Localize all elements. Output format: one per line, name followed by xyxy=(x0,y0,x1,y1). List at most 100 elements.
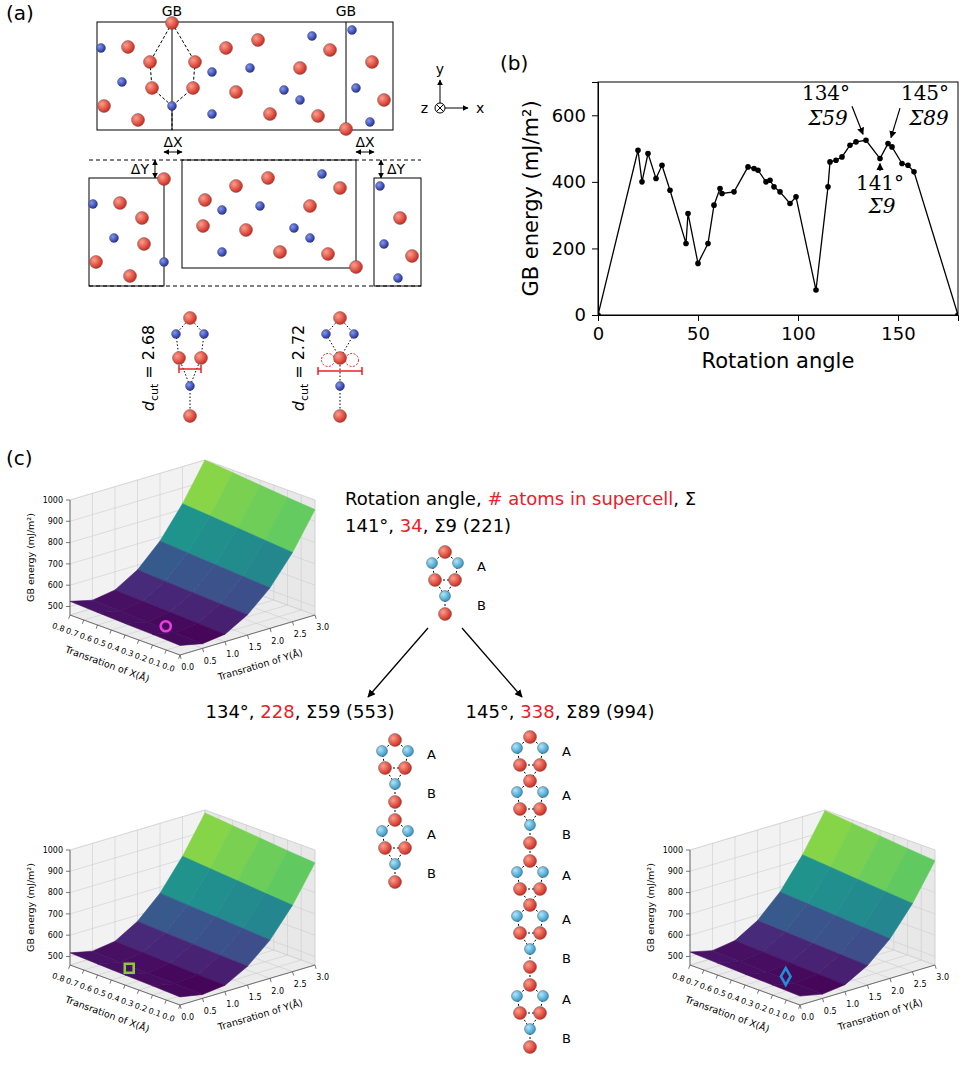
y-tick-label: 3.0 xyxy=(316,623,329,632)
cyan-atom xyxy=(512,911,523,922)
red-atom xyxy=(340,123,353,136)
x-tick-label: 0.4 xyxy=(106,991,121,1004)
y-axis-title: GB energy (mJ/m²) xyxy=(519,100,543,296)
surface-marks xyxy=(70,813,315,997)
x-tick-label: 0.3 xyxy=(120,646,135,659)
panes xyxy=(70,460,315,655)
x-tick-mark xyxy=(110,980,111,984)
x-tick-mark xyxy=(124,635,125,639)
data-point xyxy=(683,241,689,247)
annotation-arrow xyxy=(879,164,880,172)
data-point xyxy=(717,186,723,192)
z-axis-title: GB energy (mJ/m²) xyxy=(25,513,36,602)
gb-structure-unit xyxy=(150,23,195,130)
red-atom xyxy=(146,82,159,95)
y-tick-label: 3.0 xyxy=(316,973,329,982)
z-tick-label: 800 xyxy=(48,888,63,897)
stack-labels: AB xyxy=(477,559,486,613)
panel-a: (a)GBGBΔXΔXΔYΔYyxzdcut=2.68dcut=2.72 xyxy=(6,1,484,423)
z-tick-mark xyxy=(66,500,70,501)
z-tick-label: 500 xyxy=(48,952,63,961)
y-axis-title: Transration of Y(Å) xyxy=(836,997,924,1033)
data-point xyxy=(813,287,819,293)
x-tick-mark xyxy=(730,980,731,984)
shift-y-label: ΔY xyxy=(387,161,406,177)
surface-patch xyxy=(718,962,768,975)
x-axis-tick-mark xyxy=(898,315,899,321)
red-atom xyxy=(514,759,527,772)
x-axis-tick: 50 xyxy=(687,315,710,344)
annotation-sigma: Σ89 xyxy=(908,106,949,130)
stack-label: A xyxy=(477,559,486,574)
y-axis-tick: 200 xyxy=(552,238,598,259)
z-tick-label: 700 xyxy=(48,910,63,919)
x-axis-tick-mark xyxy=(798,315,799,321)
shift-x-arrow xyxy=(356,152,374,153)
x-tick-label: 0.4 xyxy=(106,641,121,654)
y-tick-label: 2.5 xyxy=(294,630,307,639)
red-atom xyxy=(399,842,412,855)
stack-labels: AABAABAB xyxy=(562,744,571,1046)
data-line xyxy=(598,140,958,315)
cutoff-bar xyxy=(318,370,362,372)
header-part: Rotation angle, xyxy=(345,488,487,509)
z-tick-label: 800 xyxy=(48,538,63,547)
y-tick-label: 1.0 xyxy=(226,1000,239,1009)
red-atom xyxy=(264,108,277,121)
cutoff-bar-end xyxy=(317,367,319,375)
blue-atom xyxy=(218,206,227,215)
slab-box xyxy=(97,22,393,130)
stack-label: A xyxy=(562,912,571,927)
red-atom xyxy=(197,220,210,233)
case-title-part: 228 xyxy=(260,701,294,722)
red-atom xyxy=(524,855,537,868)
y-tick-mark xyxy=(203,648,204,652)
red-atom xyxy=(322,248,335,261)
stack-label: B xyxy=(427,866,436,881)
blue-atom xyxy=(97,44,106,53)
case-title-part: 338 xyxy=(520,701,554,722)
cutoff-diagram: dcut=2.68 xyxy=(139,312,209,423)
surface-patch xyxy=(153,984,203,997)
x-tick-mark xyxy=(785,1000,786,1004)
red-atom xyxy=(184,312,197,325)
y-axis-tick-mark xyxy=(592,248,598,249)
y-tick-mark xyxy=(248,635,249,639)
grid xyxy=(70,810,315,1005)
red-atom xyxy=(389,876,402,889)
data-point xyxy=(667,187,673,193)
z-tick-label: 600 xyxy=(48,931,63,940)
red-atom xyxy=(158,173,171,186)
cyan-atom xyxy=(512,743,523,754)
y-axis-tick-label: 200 xyxy=(552,238,586,259)
red-atom xyxy=(220,42,233,55)
data-point xyxy=(839,154,845,160)
axis-arrow xyxy=(445,108,468,109)
y-tick-label: 1.5 xyxy=(249,643,262,652)
x-tick-label: 0.6 xyxy=(78,981,93,994)
red-atom xyxy=(334,312,347,325)
y-axis-title: Transration of Y(Å) xyxy=(216,997,304,1033)
x-tick-mark xyxy=(151,645,152,649)
data-point xyxy=(639,179,645,185)
data-point xyxy=(635,147,641,153)
axis-arrow xyxy=(440,80,441,103)
surface-marks xyxy=(70,460,315,645)
data-point xyxy=(911,169,917,175)
x-tick-label: 0.8 xyxy=(51,971,66,984)
blue-atom xyxy=(290,224,299,233)
y-tick-mark xyxy=(293,622,294,626)
red-atom xyxy=(399,762,412,775)
annotation-sigma: Σ9 xyxy=(868,194,896,218)
axes3d: 50060070080090010000.00.10.20.30.40.50.6… xyxy=(645,846,949,1034)
surface-patch xyxy=(70,600,120,612)
x-axis-tick-label: 100 xyxy=(781,323,815,344)
header-part: , Σ xyxy=(673,488,696,509)
y-tick-label: 0.0 xyxy=(181,663,194,672)
x-tick-label: 0.5 xyxy=(92,986,107,999)
red-atom xyxy=(534,803,547,816)
x-tick-label: 0.3 xyxy=(120,996,135,1009)
red-atom xyxy=(514,1007,527,1020)
cyan-atom xyxy=(512,991,523,1002)
z-tick-mark xyxy=(686,935,690,936)
